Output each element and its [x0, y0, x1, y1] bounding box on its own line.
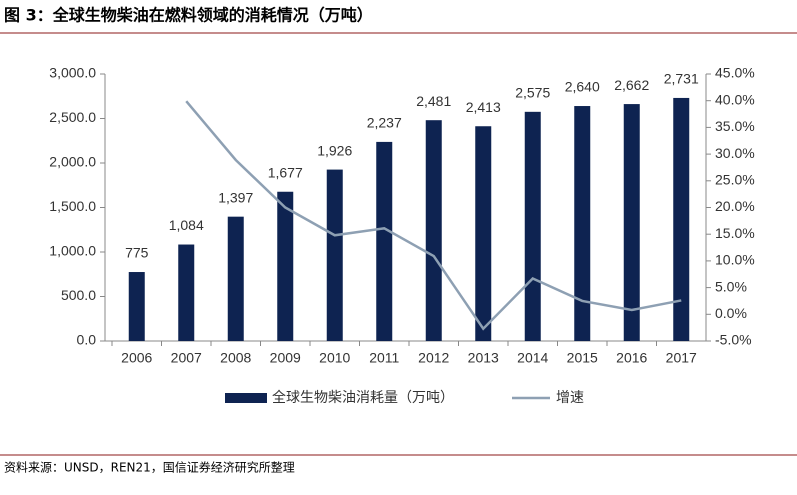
y2-tick-label: 5.0%	[715, 278, 747, 294]
legend-swatch	[225, 393, 267, 403]
y2-tick-label: 45.0%	[715, 65, 755, 81]
data-label: 1,084	[169, 217, 204, 233]
x-tick-label: 2017	[666, 350, 697, 366]
source: 资料来源：UNSD，REN21，国信证券经济研究所整理	[4, 460, 295, 475]
y2-tick-label: 25.0%	[715, 172, 755, 188]
y2-tick-label: 40.0%	[715, 91, 755, 107]
legend-label: 全球生物柴油消耗量（万吨）	[272, 389, 454, 406]
x-tick-label: 2009	[270, 350, 301, 366]
y2-tick-label: 20.0%	[715, 198, 755, 214]
y2-tick-label: 0.0%	[715, 305, 747, 321]
bar	[128, 272, 145, 341]
x-tick-label: 2006	[121, 350, 152, 366]
y-tick-label: 0.0	[77, 332, 97, 348]
x-tick-label: 2013	[468, 350, 499, 366]
bar	[376, 141, 393, 341]
x-tick-label: 2007	[171, 350, 202, 366]
bar	[475, 126, 492, 341]
bar	[425, 120, 442, 341]
y2-tick-label: -5.0%	[715, 332, 752, 348]
x-tick-label: 2014	[517, 350, 548, 366]
y-tick-label: 2,500.0	[49, 109, 96, 125]
x-tick-label: 2016	[616, 350, 647, 366]
y-tick-label: 1,000.0	[49, 243, 96, 259]
bar	[623, 104, 640, 341]
data-label: 2,640	[565, 79, 600, 95]
data-label: 2,662	[614, 77, 649, 93]
data-label: 1,926	[317, 142, 352, 158]
bar	[326, 169, 343, 341]
y2-tick-label: 35.0%	[715, 118, 755, 134]
y2-tick-label: 15.0%	[715, 225, 755, 241]
bar	[227, 216, 244, 341]
bar	[574, 106, 591, 341]
y2-tick-label: 30.0%	[715, 145, 755, 161]
y2-tick-label: 10.0%	[715, 252, 755, 268]
data-label: 2,481	[416, 93, 451, 109]
y-tick-label: 1,500.0	[49, 198, 96, 214]
y-tick-label: 500.0	[61, 287, 96, 303]
bar	[277, 191, 294, 341]
x-tick-label: 2015	[567, 350, 598, 366]
x-tick-label: 2010	[319, 350, 350, 366]
data-label: 1,677	[268, 164, 303, 180]
y-tick-label: 2,000.0	[49, 154, 96, 170]
y-tick-label: 3,000.0	[49, 65, 96, 81]
legend-label: 增速	[556, 390, 584, 406]
x-tick-label: 2012	[418, 350, 449, 366]
bar	[178, 244, 195, 341]
data-label: 2,237	[367, 115, 402, 131]
data-label: 775	[125, 245, 149, 261]
bar	[673, 97, 690, 341]
data-label: 2,413	[466, 99, 501, 115]
x-tick-label: 2008	[220, 350, 251, 366]
x-tick-label: 2011	[369, 350, 399, 366]
data-label: 2,575	[515, 85, 550, 101]
title: 图 3：全球生物柴油在燃料领域的消耗情况（万吨）	[4, 6, 373, 25]
data-label: 2,731	[664, 71, 699, 87]
bar	[524, 111, 541, 341]
line	[185, 100, 682, 331]
data-label: 1,397	[218, 189, 253, 205]
